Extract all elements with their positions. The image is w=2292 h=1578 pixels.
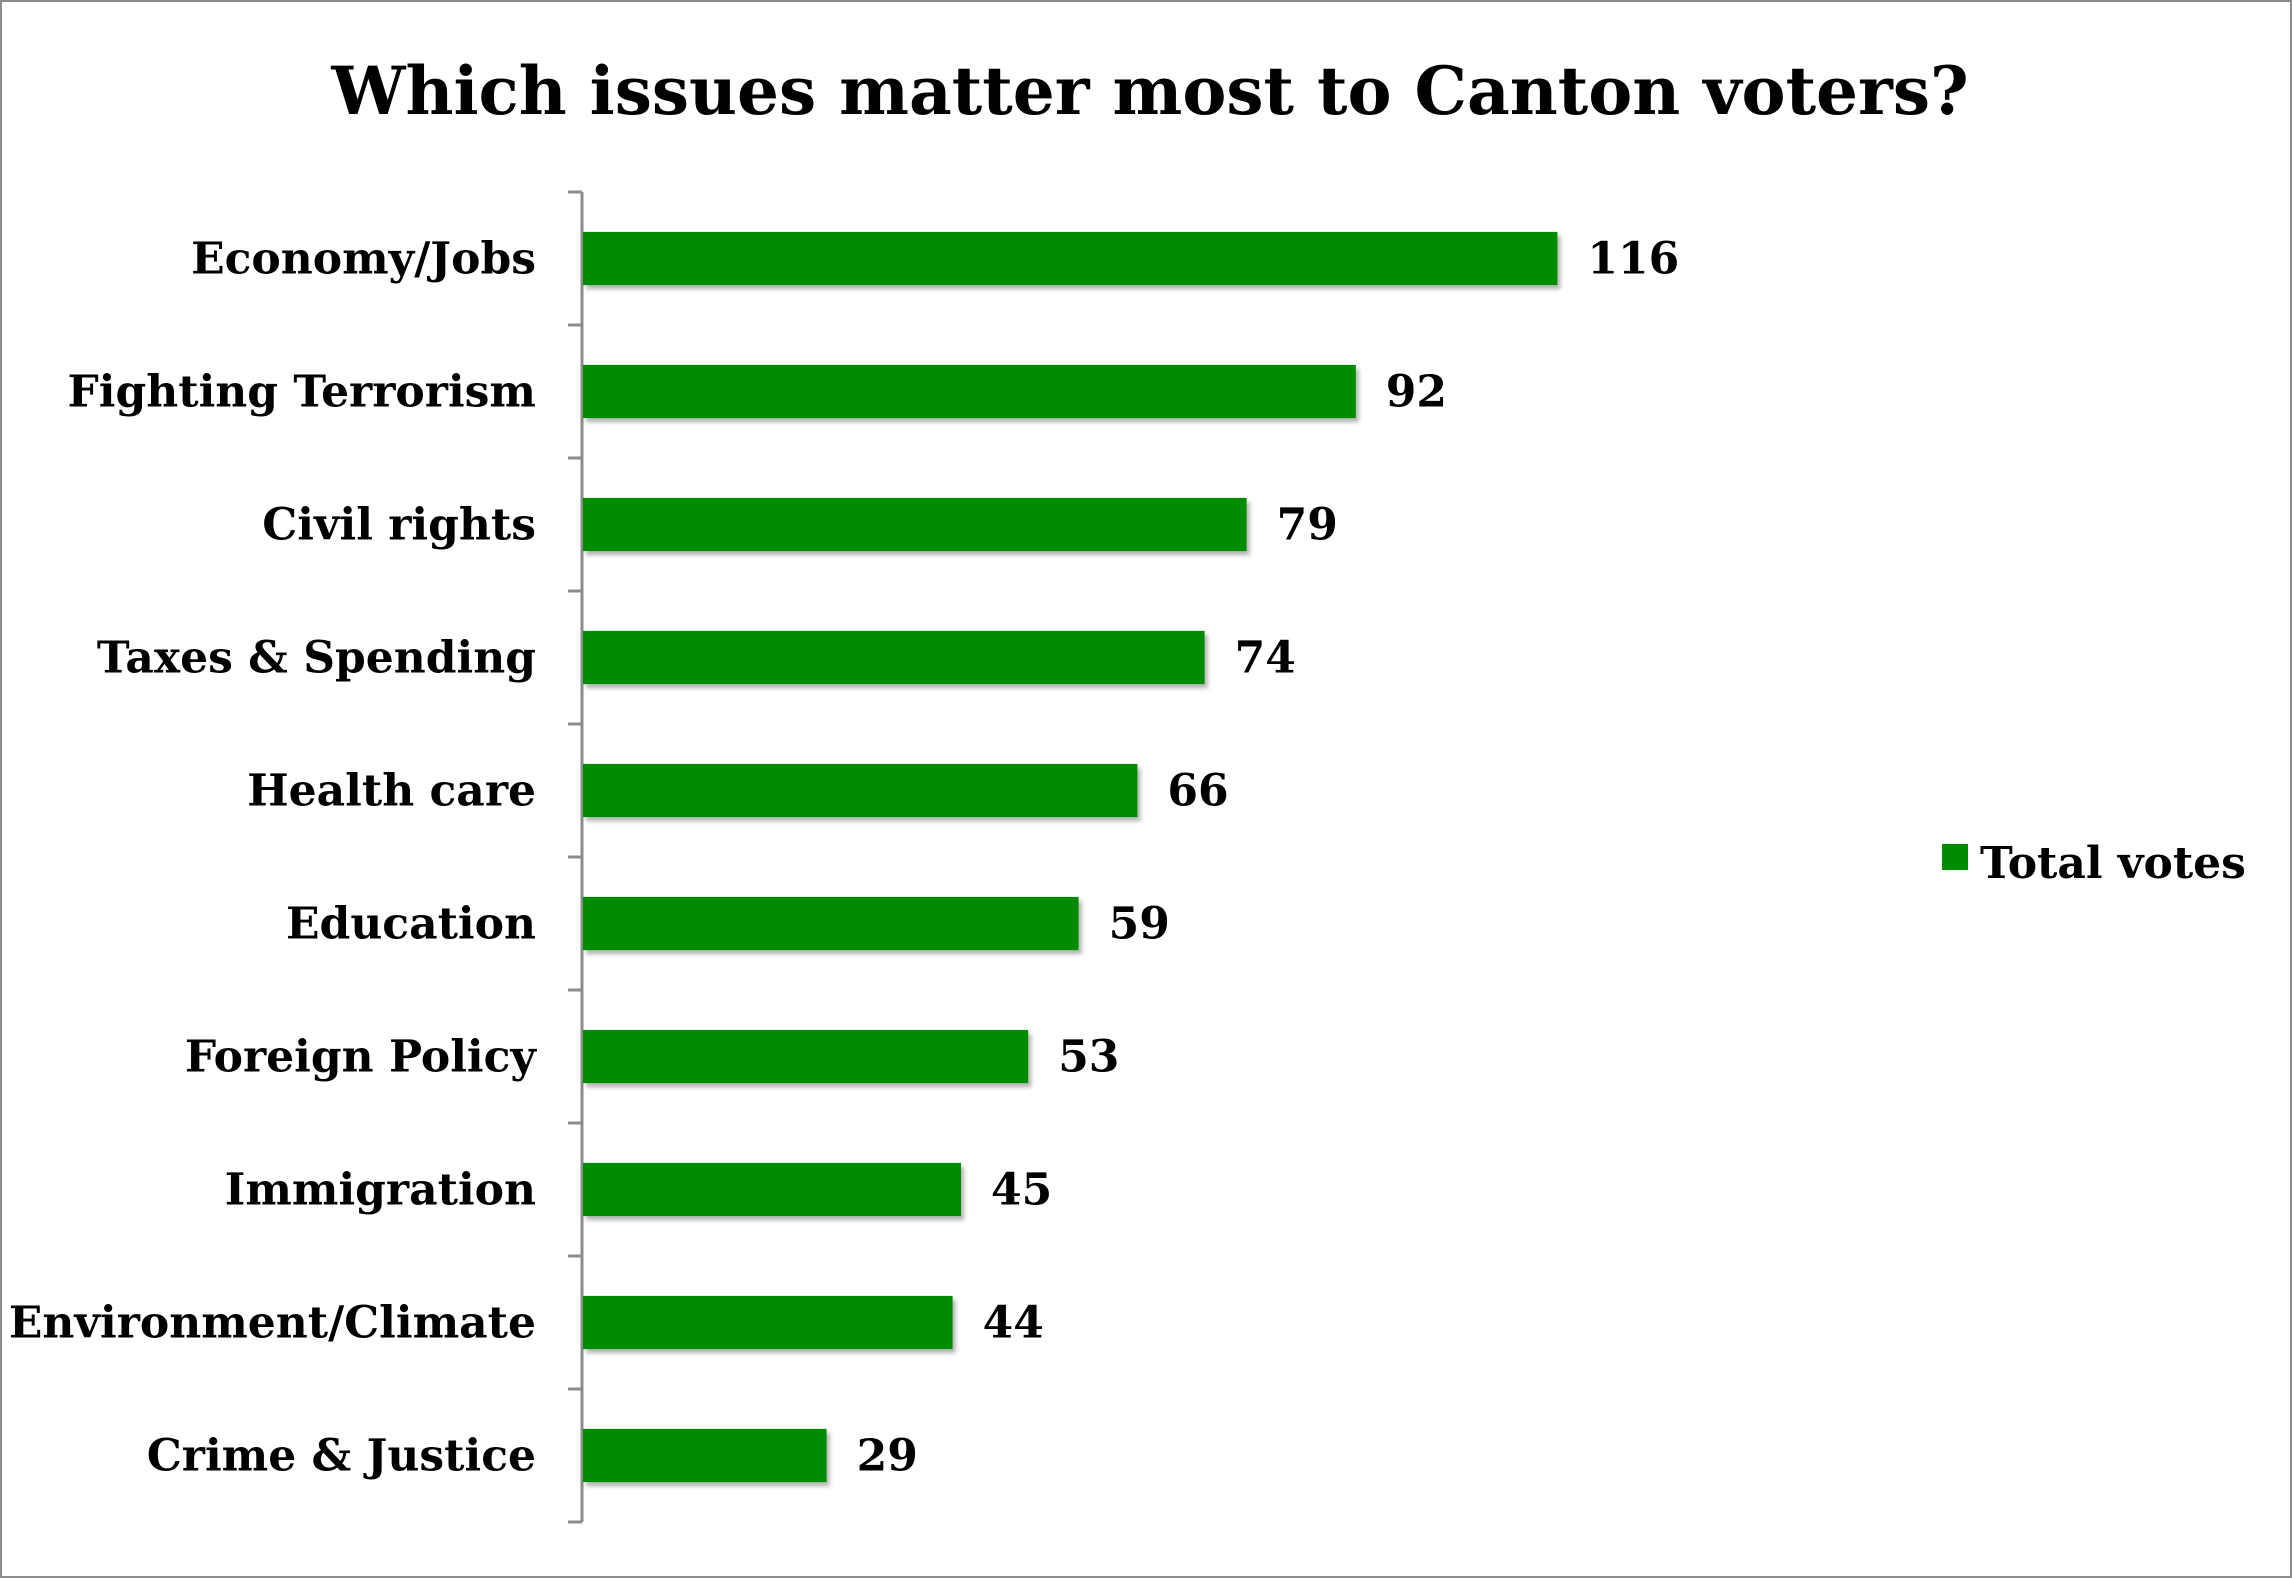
legend-label: Total votes xyxy=(1980,838,2246,889)
category-label: Taxes & Spending xyxy=(97,633,536,684)
data-label: 44 xyxy=(983,1298,1044,1349)
bar xyxy=(583,1162,961,1217)
bar xyxy=(583,497,1247,552)
category-label: Immigration xyxy=(225,1165,536,1216)
category-label: Fighting Terrorism xyxy=(68,367,536,418)
legend-swatch xyxy=(1942,844,1968,870)
bar xyxy=(583,231,1558,286)
data-label: 53 xyxy=(1058,1032,1119,1083)
bar xyxy=(583,1295,953,1350)
bar xyxy=(583,1428,827,1483)
data-label: 92 xyxy=(1386,367,1447,418)
bars-layer xyxy=(583,231,1558,1483)
bar xyxy=(583,1029,1029,1084)
category-label: Education xyxy=(286,899,536,950)
value-labels: 116 92 79 74 66 59 53 45 44 29 xyxy=(857,234,1680,1482)
category-label: Environment/Climate xyxy=(9,1298,536,1349)
data-label: 29 xyxy=(857,1431,918,1482)
axis-layer xyxy=(568,190,584,1524)
data-label: 79 xyxy=(1277,500,1338,551)
category-label: Economy/Jobs xyxy=(191,234,536,285)
data-label: 59 xyxy=(1109,899,1170,950)
category-labels: Economy/Jobs Fighting Terrorism Civil righ… xyxy=(9,234,538,1482)
bar xyxy=(583,630,1205,685)
data-label: 74 xyxy=(1235,633,1296,684)
category-label: Crime & Justice xyxy=(147,1431,536,1482)
category-label: Foreign Policy xyxy=(185,1032,538,1083)
data-label: 116 xyxy=(1587,234,1679,285)
legend: Total votes xyxy=(1942,838,2246,889)
category-label: Civil rights xyxy=(262,500,536,551)
chart-title: Which issues matter most to Canton voter… xyxy=(330,52,1968,130)
bar xyxy=(583,364,1356,419)
bar xyxy=(583,763,1138,818)
category-label: Health care xyxy=(247,766,536,817)
data-label: 66 xyxy=(1167,766,1228,817)
bar xyxy=(583,896,1079,951)
data-label: 45 xyxy=(991,1165,1052,1216)
